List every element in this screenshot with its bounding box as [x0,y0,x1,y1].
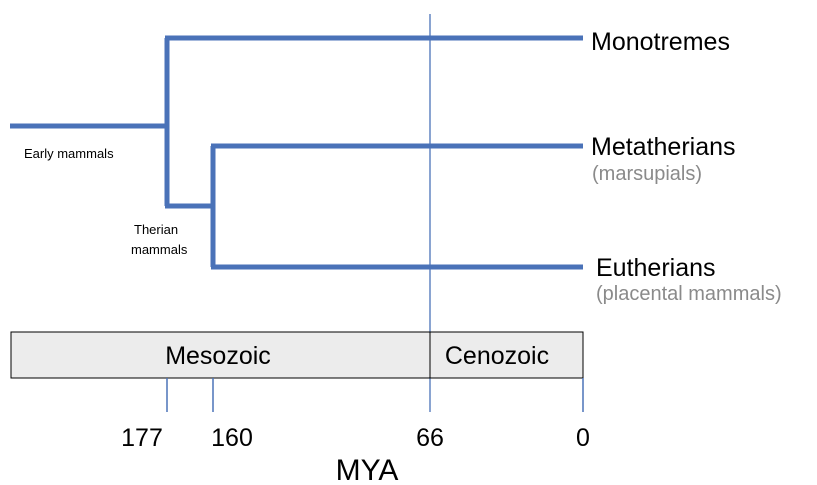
axis-title: MYA [336,454,399,485]
tree-branches [10,35,583,270]
era-label-cenozoic: Cenozoic [445,342,549,370]
tick-label-160: 160 [211,424,253,452]
axis-tick-marks [166,378,584,412]
era-label-mesozoic: Mesozoic [165,342,271,370]
tick-label-0: 0 [576,424,590,452]
node-label-therian-line1: Therian [134,222,178,237]
clade-label-monotremes: Monotremes [591,28,730,56]
tick-label-177: 177 [121,424,163,452]
era-box-mesozoic [10,331,431,379]
node-label-therian-line2: mammals [131,242,188,257]
clade-label-metatherians: Metatherians [591,133,736,161]
clade-note-metatherians: (marsupials) [592,163,702,185]
tick-label-66: 66 [416,424,444,452]
node-label-early-mammals: Early mammals [24,146,114,161]
clade-note-eutherians: (placental mammals) [596,283,782,305]
era-box-cenozoic [429,331,584,379]
clade-label-eutherians: Eutherians [596,254,716,282]
